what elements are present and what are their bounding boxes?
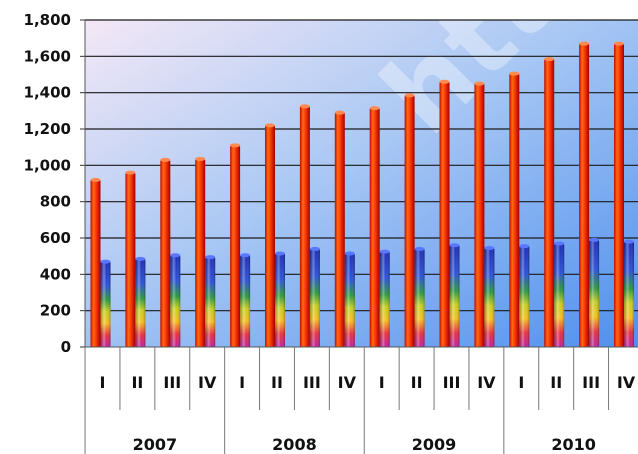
bar-series1 xyxy=(230,145,241,347)
bar-series1-cap xyxy=(160,157,171,162)
bar-series2-shine xyxy=(414,248,425,347)
bar-series1 xyxy=(334,112,345,348)
quarter-label: IV xyxy=(617,373,636,392)
bar-series2-shine xyxy=(240,255,251,347)
bar-series1 xyxy=(160,159,171,347)
year-label: 2010 xyxy=(551,435,596,454)
quarter-label: II xyxy=(271,373,283,392)
bar-series2-cap xyxy=(554,241,565,246)
year-label: 2009 xyxy=(412,435,457,454)
bar-series1-cap xyxy=(579,41,590,46)
y-tick-label: 1,600 xyxy=(24,47,71,65)
bar-series2-shine xyxy=(170,255,181,347)
bar-series2-cap xyxy=(275,251,285,256)
bar-series1-cap xyxy=(544,57,555,62)
bar-series2-cap xyxy=(205,255,216,260)
y-tick-label: 1,800 xyxy=(24,11,71,29)
bar-series2-cap xyxy=(519,244,530,249)
bar-series2-cap xyxy=(309,246,320,251)
quarter-label: IV xyxy=(198,373,217,392)
bar-series1 xyxy=(509,73,520,347)
bar-series1-cap xyxy=(90,177,101,182)
bar-series1 xyxy=(474,83,485,347)
bar-series1-cap xyxy=(474,81,485,86)
bar-series1 xyxy=(195,158,206,347)
quarter-label: III xyxy=(443,373,461,392)
year-label: 2007 xyxy=(133,435,178,454)
bar-series2-cap xyxy=(484,245,495,250)
bar-series2-shine xyxy=(519,246,530,347)
bar-series2-cap xyxy=(135,256,146,261)
quarter-label: III xyxy=(582,373,600,392)
bar-series2-shine xyxy=(449,245,460,347)
bar-series1-cap xyxy=(195,156,206,161)
y-tick-label: 600 xyxy=(40,229,71,247)
bar-series2-shine xyxy=(100,261,111,347)
bar-series1-cap xyxy=(230,143,241,148)
bar-series2-cap xyxy=(240,253,251,258)
quarter-label: III xyxy=(163,373,181,392)
bar-series1 xyxy=(90,179,101,347)
y-tick-label: 800 xyxy=(40,193,71,211)
y-tick-label: 0 xyxy=(61,338,71,356)
year-label: 2008 xyxy=(272,435,317,454)
bar-series1-cap xyxy=(299,104,310,109)
bar-series2-shine xyxy=(484,247,495,347)
y-tick-label: 400 xyxy=(40,265,71,283)
bar-series2-cap xyxy=(414,246,425,251)
bar-series1 xyxy=(439,81,450,348)
bar-series2-cap xyxy=(100,259,111,264)
bar-series1 xyxy=(369,108,380,347)
bar-series2-cap xyxy=(589,237,600,242)
bar-series2-shine xyxy=(275,253,285,347)
y-tick-label: 1,000 xyxy=(24,156,71,174)
bar-series1 xyxy=(404,95,415,348)
bar-series1 xyxy=(544,59,555,347)
bar-series1-cap xyxy=(509,71,520,76)
bar-series2-shine xyxy=(309,248,320,347)
bar-series1-cap xyxy=(265,123,275,128)
y-tick-label: 1,200 xyxy=(24,120,71,138)
quarter-label: I xyxy=(379,373,385,392)
bar-series1-cap xyxy=(125,170,136,175)
quarter-label: II xyxy=(131,373,143,392)
bar-series2-shine xyxy=(554,243,565,347)
bar-series1 xyxy=(265,125,275,347)
quarter-label: I xyxy=(100,373,106,392)
bar-series2-shine xyxy=(624,241,634,347)
y-tick-label: 1,400 xyxy=(24,84,71,102)
bar-series2-cap xyxy=(449,243,460,248)
bar-series1 xyxy=(299,106,310,348)
bar-series2-cap xyxy=(624,239,634,244)
quarter-label: IV xyxy=(477,373,496,392)
bar-series1-cap xyxy=(369,106,380,111)
bar-series2-cap xyxy=(344,251,355,256)
bar-series1-cap xyxy=(614,41,624,46)
quarter-label: IV xyxy=(338,373,357,392)
bar-series2-cap xyxy=(170,253,181,258)
bar-series2-cap xyxy=(379,249,390,254)
bar-series2-shine xyxy=(379,251,390,347)
bar-series1-cap xyxy=(439,79,450,84)
quarter-label: III xyxy=(303,373,321,392)
quarter-label: I xyxy=(239,373,245,392)
bar-series1-cap xyxy=(334,110,345,115)
bar-series2-shine xyxy=(344,253,355,347)
bar-series1 xyxy=(125,172,136,347)
y-axis: 0 200 400 600 800 1,000 1,200 1,400 1,600 1,800 xyxy=(24,11,86,356)
bar-series1 xyxy=(579,43,590,347)
bar-series2-shine xyxy=(135,258,146,347)
bar-series2-shine xyxy=(205,257,216,347)
bar-series1 xyxy=(614,43,624,347)
quarter-label: II xyxy=(550,373,562,392)
bars xyxy=(90,41,634,348)
bar-series2-shine xyxy=(589,239,600,347)
quarter-label: I xyxy=(518,373,524,392)
bar-series1-cap xyxy=(404,93,415,98)
quarter-label: II xyxy=(411,373,423,392)
y-tick-label: 200 xyxy=(40,302,71,320)
